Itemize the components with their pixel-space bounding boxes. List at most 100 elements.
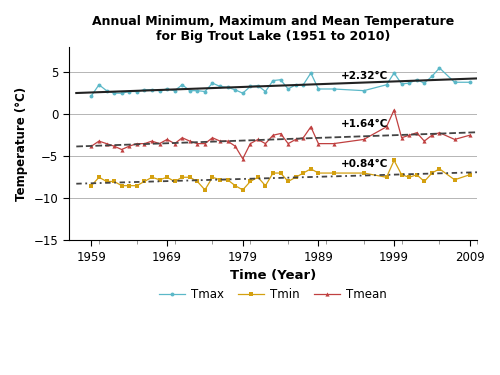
Tmean [414,130,420,135]
Legend: Tmax, Tmin, Tmean: Tmax, Tmin, Tmean [154,284,392,306]
Tmin [361,171,367,175]
X-axis label: Time (Year): Time (Year) [230,269,316,282]
Tmax [164,87,170,91]
Tmean [285,141,291,146]
Tmean [391,108,397,112]
Tmax [118,91,124,95]
Tmin [270,171,276,175]
Tmin [118,183,124,188]
Tmax [300,82,306,87]
Text: +2.32°C: +2.32°C [341,71,388,81]
Tmean [316,141,322,146]
Tmean [240,156,246,161]
Tmax [156,88,162,93]
Tmax [210,81,216,86]
Tmean [210,135,216,140]
Tmax [429,74,435,79]
Tmean [217,139,223,143]
Tmin [149,175,155,180]
Tmax [240,91,246,95]
Tmin [398,172,404,177]
Tmax [292,82,298,87]
Tmax [224,85,230,90]
Tmin [156,177,162,182]
Tmax [194,88,200,93]
Tmean [194,141,200,146]
Tmax [126,89,132,94]
Text: +0.84°C: +0.84°C [341,159,388,169]
Tmax [88,93,94,98]
Tmax [248,84,254,89]
Tmin [217,177,223,182]
Tmin [202,188,208,192]
Tmin [255,175,261,180]
Tmax [436,66,442,70]
Tmax [406,81,412,86]
Tmean [149,139,155,143]
Tmax [149,88,155,92]
Tmean [96,139,102,143]
Line: Tmean: Tmean [90,108,472,161]
Tmin [104,179,110,184]
Tmax [134,89,140,94]
Tmean [104,141,110,146]
Tmax [142,88,148,92]
Tmax [232,88,238,92]
Tmin [466,172,472,177]
Tmin [278,171,283,175]
Tmean [452,137,458,142]
Tmax [414,78,420,82]
Tmean [384,124,390,129]
Tmin [248,179,254,184]
Tmax [262,89,268,94]
Tmin [224,177,230,182]
Tmin [134,183,140,188]
Tmean [308,124,314,129]
Tmax [466,80,472,84]
Tmax [316,87,322,91]
Tmax [384,82,390,87]
Tmax [172,88,177,93]
Tmin [111,179,117,184]
Tmax [452,80,458,84]
Tmax [285,87,291,91]
Tmax [391,71,397,75]
Line: Tmax: Tmax [90,66,472,98]
Tmin [142,179,148,184]
Tmean [232,144,238,148]
Title: Annual Minimum, Maximum and Mean Temperature
for Big Trout Lake (1951 to 2010): Annual Minimum, Maximum and Mean Tempera… [92,15,454,43]
Tmean [436,130,442,135]
Tmin [194,179,200,184]
Tmax [187,88,193,93]
Line: Tmin: Tmin [90,159,472,192]
Tmin [172,179,177,184]
Tmean [398,135,404,140]
Tmin [187,175,193,180]
Tmax [96,82,102,87]
Tmax [111,91,117,95]
Tmax [361,88,367,93]
Tmin [406,175,412,180]
Tmean [88,144,94,148]
Tmax [398,82,404,86]
Tmin [391,158,397,163]
Tmin [285,179,291,184]
Tmax [104,88,110,93]
Tmin [262,183,268,188]
Tmean [292,137,298,142]
Tmean [156,141,162,146]
Tmean [118,147,124,152]
Tmean [300,135,306,140]
Tmin [292,175,298,180]
Tmin [384,175,390,180]
Tmean [429,133,435,138]
Tmean [466,133,472,138]
Tmax [255,83,261,88]
Tmin [88,183,94,188]
Tmax [278,78,283,82]
Tmin [179,175,185,180]
Tmin [414,172,420,177]
Tmean [126,144,132,148]
Tmin [300,171,306,175]
Tmean [270,133,276,138]
